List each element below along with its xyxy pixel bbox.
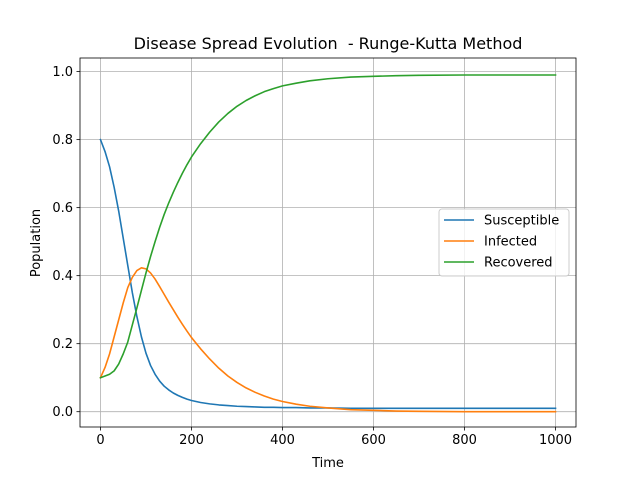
y-axis-ticks: 0.0 0.2 0.4 0.6 0.8 1.0 xyxy=(52,65,80,420)
y-tick-label: 0.2 xyxy=(52,337,73,352)
y-tick-label: 0.4 xyxy=(52,269,73,284)
y-axis-label: Population xyxy=(29,209,44,277)
legend-box xyxy=(438,208,570,277)
y-tick-label: 0.6 xyxy=(52,201,73,216)
x-tick-label: 600 xyxy=(361,433,386,448)
x-axis-label: Time xyxy=(311,456,344,471)
series-lines xyxy=(99,74,557,413)
series-line-infected xyxy=(99,267,557,413)
plot-frame xyxy=(79,57,577,428)
x-axis-ticks: 0 200 400 600 800 1000 xyxy=(96,427,572,448)
chart-title: Disease Spread Evolution - Runge-Kutta M… xyxy=(134,34,523,53)
x-tick-label: 200 xyxy=(179,433,204,448)
x-tick-label: 800 xyxy=(452,433,477,448)
legend-label-susceptible: Susceptible xyxy=(484,214,559,229)
legend-label-recovered: Recovered xyxy=(484,256,553,271)
legend-label-infected: Infected xyxy=(484,235,537,250)
x-tick-label: 0 xyxy=(96,433,104,448)
x-tick-label: 1000 xyxy=(539,433,572,448)
y-tick-label: 1.0 xyxy=(52,65,73,80)
x-tick-label: 400 xyxy=(270,433,295,448)
legend: Susceptible Infected Recovered xyxy=(438,208,570,277)
y-tick-label: 0.0 xyxy=(52,405,73,420)
series-line-recovered xyxy=(99,74,557,379)
y-tick-label: 0.8 xyxy=(52,133,73,148)
